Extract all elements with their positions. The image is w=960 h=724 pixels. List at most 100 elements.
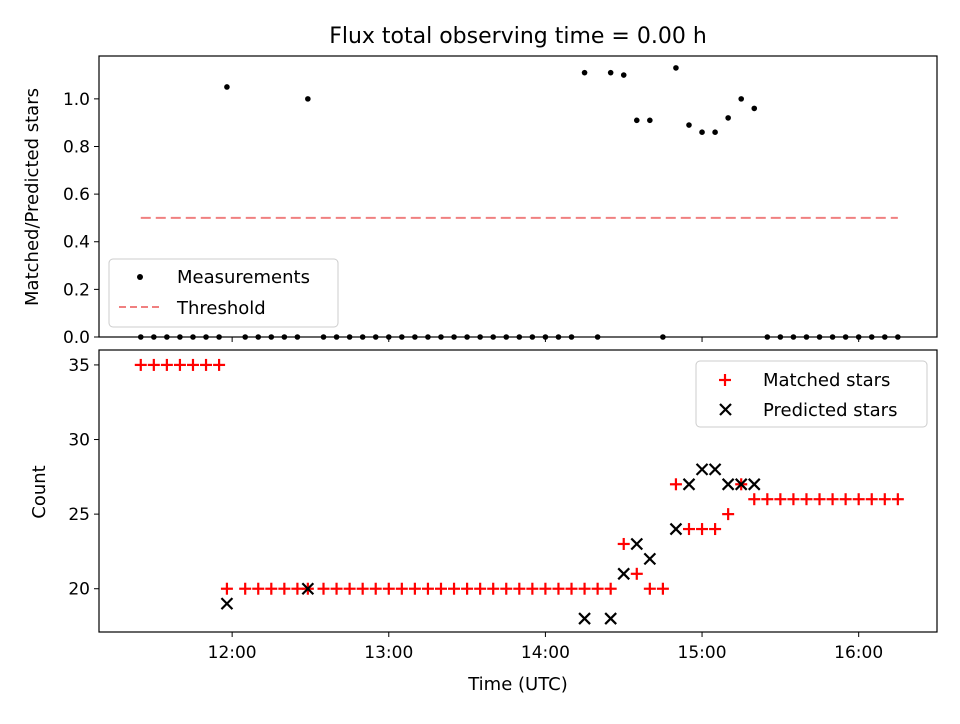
- predicted-star-marker: [301, 582, 315, 596]
- matched-star-marker: [513, 582, 526, 595]
- x-tick-label: 13:00: [364, 643, 413, 663]
- matched-star-marker: [487, 582, 500, 595]
- matched-star-marker: [291, 582, 304, 595]
- measurement-point: [224, 84, 230, 90]
- matched-star-marker: [526, 582, 539, 595]
- matched-star-marker: [578, 582, 591, 595]
- measurement-point: [607, 69, 614, 76]
- predicted-star-marker: [669, 522, 683, 536]
- matched-star-marker: [421, 582, 434, 595]
- measurement-point: [660, 334, 666, 340]
- measurement-point: [305, 96, 311, 102]
- matched-stars-layer: [134, 358, 904, 595]
- matched-star-marker: [461, 582, 474, 595]
- legend-matched-label: Matched stars: [763, 370, 890, 391]
- measurement-point: [242, 334, 248, 340]
- measurement-point: [673, 65, 679, 71]
- top-legend: Measurements Threshold: [108, 258, 339, 328]
- matched-star-marker: [356, 582, 369, 595]
- matched-star-marker: [173, 358, 186, 371]
- measurement-point: [438, 334, 444, 340]
- measurement-point: [372, 334, 379, 340]
- chart-title: Flux total observing time = 0.00 h: [329, 24, 707, 49]
- matched-star-marker: [682, 523, 695, 536]
- matched-star-marker: [878, 493, 891, 506]
- matched-star-marker: [265, 582, 278, 595]
- matched-star-marker: [252, 582, 265, 595]
- matched-star-marker: [539, 582, 552, 595]
- measurement-point: [790, 334, 797, 340]
- predicted-star-marker: [747, 478, 761, 491]
- matched-star-marker: [317, 582, 330, 595]
- top-legend-box: [108, 258, 339, 328]
- matched-star-marker: [565, 582, 578, 595]
- matched-star-marker: [500, 582, 513, 595]
- predicted-star-marker: [643, 552, 657, 566]
- matched-star-marker: [787, 493, 800, 506]
- measurement-point: [151, 334, 157, 340]
- predicted-star-marker: [617, 567, 631, 581]
- matched-star-marker: [774, 493, 787, 506]
- measurement-point: [842, 334, 849, 340]
- measurement-point: [320, 334, 327, 340]
- predicted-star-marker: [695, 463, 709, 476]
- predicted-star-marker: [682, 478, 696, 491]
- bottom-y-ticks: 20 25 30 35: [68, 356, 99, 600]
- matched-star-marker: [852, 493, 865, 506]
- top-y-tick-label: 0.4: [63, 233, 90, 253]
- matched-star-marker: [134, 358, 147, 371]
- predicted-star-marker: [630, 537, 644, 551]
- predicted-star-marker: [220, 597, 234, 610]
- measurement-point: [451, 334, 457, 340]
- measurement-point: [633, 117, 640, 124]
- bottom-y-tick-label: 35: [68, 356, 90, 376]
- measurement-point: [816, 334, 823, 340]
- x-tick-label: 16:00: [834, 643, 883, 663]
- x-tick-label: 14:00: [521, 643, 570, 663]
- measurement-point: [294, 334, 301, 340]
- x-axis-label: Time (UTC): [467, 674, 568, 695]
- measurement-point: [281, 334, 288, 340]
- measurement-point: [359, 334, 366, 340]
- matched-star-marker: [278, 582, 291, 595]
- measurement-point: [412, 334, 418, 340]
- measurement-point: [881, 334, 888, 340]
- top-y-ticks: 0.0 0.2 0.4 0.6 0.8 1.0: [63, 90, 99, 348]
- matched-star-marker: [630, 567, 643, 580]
- matched-star-marker: [748, 493, 761, 506]
- measurement-point: [594, 334, 601, 340]
- matched-star-marker: [200, 358, 213, 371]
- matched-star-marker: [839, 493, 852, 506]
- matched-star-marker: [147, 358, 160, 371]
- legend-matched-marker: [719, 374, 731, 386]
- measurement-point: [751, 105, 758, 112]
- measurement-point: [477, 334, 483, 340]
- measurement-point: [216, 334, 222, 340]
- measurement-point: [203, 334, 209, 340]
- x-tick-label: 12:00: [208, 643, 257, 663]
- bottom-y-tick-label: 25: [68, 505, 90, 525]
- bottom-plot-panel: 20 25 30 35 12:00 13:00 14:00 15:00 16:00 Count…: [29, 349, 938, 695]
- measurement-point: [686, 122, 692, 128]
- legend-predicted-marker: [719, 403, 732, 416]
- measurement-point: [829, 334, 836, 340]
- matched-star-marker: [448, 582, 461, 595]
- measurement-point: [425, 334, 431, 340]
- top-y-tick-label: 0.2: [63, 280, 90, 300]
- matched-star-marker: [591, 582, 604, 595]
- measurement-points-layer: [137, 65, 901, 340]
- measurement-point: [464, 334, 470, 340]
- x-tick-label: 15:00: [678, 643, 727, 663]
- matched-star-marker: [643, 582, 656, 595]
- matched-star-marker: [865, 493, 878, 506]
- top-y-tick-label: 0.6: [63, 185, 90, 205]
- matched-star-marker: [213, 358, 226, 371]
- bottom-x-ticks: 12:00 13:00 14:00 15:00 16:00: [208, 632, 883, 663]
- matched-star-marker: [474, 582, 487, 595]
- top-y-tick-label: 1.0: [63, 90, 90, 110]
- legend-threshold-label: Threshold: [176, 298, 266, 319]
- matched-star-marker: [395, 582, 408, 595]
- legend-measurements-marker: [137, 274, 143, 280]
- measurement-point: [803, 334, 810, 340]
- measurement-point: [529, 334, 536, 340]
